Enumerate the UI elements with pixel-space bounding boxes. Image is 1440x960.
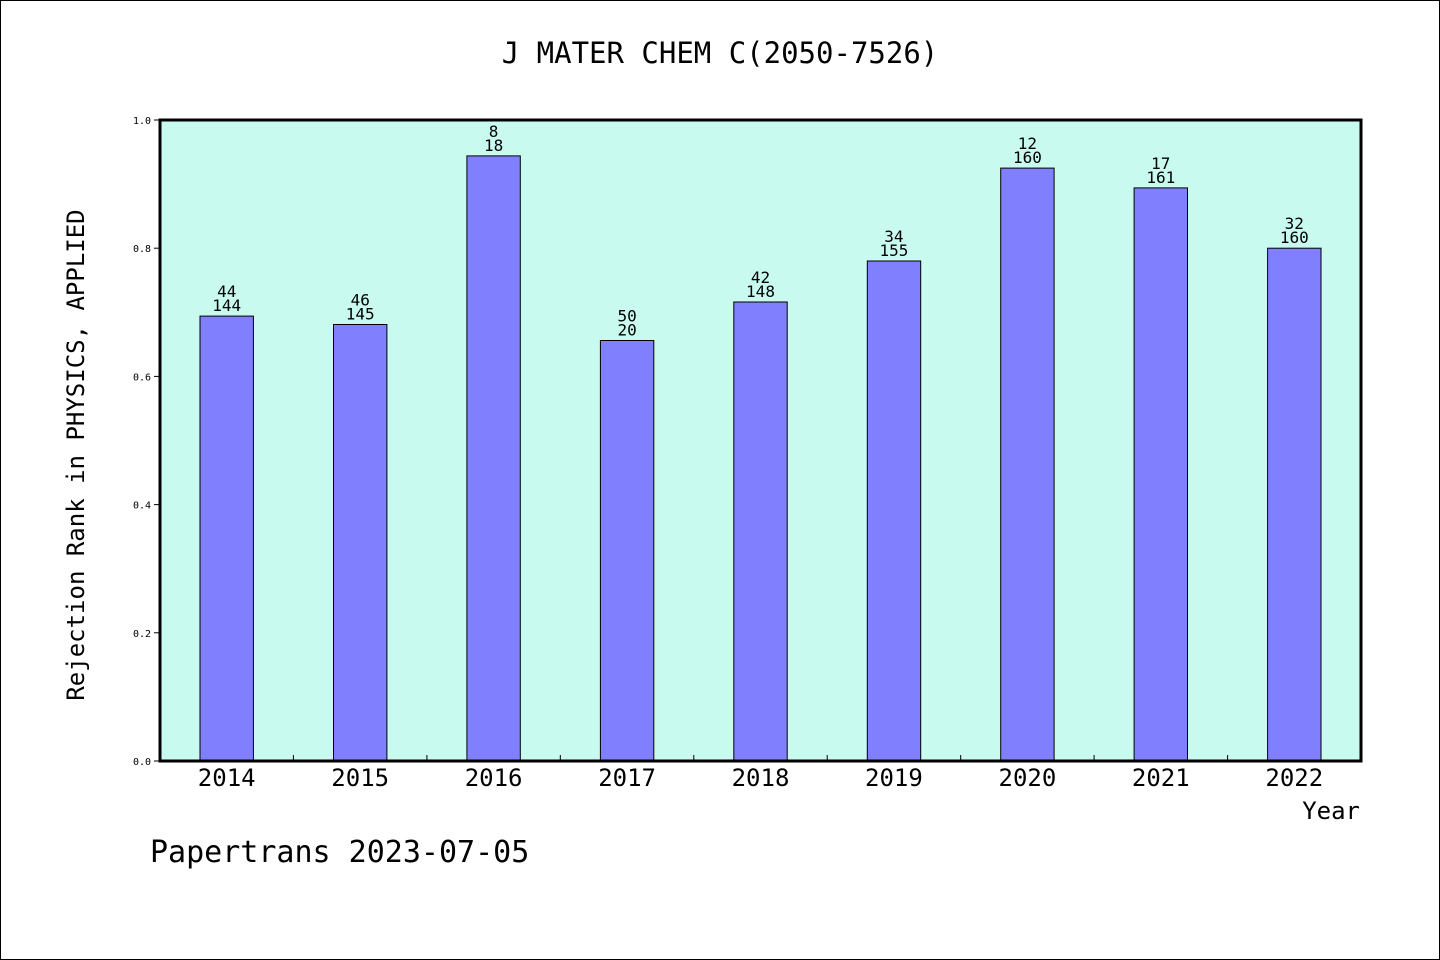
bar-rank-label: 32 <box>1285 214 1304 233</box>
bar-2020 <box>1000 167 1055 762</box>
bar-total-label: 18 <box>484 136 503 155</box>
bar-2014 <box>199 315 254 762</box>
bar-total-label: 155 <box>879 241 908 260</box>
x-axis-label: Year <box>1302 797 1360 825</box>
x-tick-label: 2017 <box>598 764 656 792</box>
bar-rank-label: 50 <box>617 307 636 326</box>
y-tick-label: 0.6 <box>133 372 151 383</box>
bar-2016 <box>466 155 521 762</box>
bar-rank-label: 44 <box>217 282 236 301</box>
bar-total-label: 20 <box>617 321 636 340</box>
labels-layer: 4414420144614520158182016502020174214820… <box>133 116 1323 792</box>
x-tick-label: 2022 <box>1265 764 1323 792</box>
x-tick-label: 2019 <box>865 764 923 792</box>
x-tick-label: 2018 <box>732 764 790 792</box>
bar-total-label: 160 <box>1280 228 1309 247</box>
y-tick-label: 0.8 <box>133 244 151 255</box>
bar-total-label: 145 <box>346 305 375 324</box>
y-axis-label: Rejection Rank in PHYSICS, APPLIED <box>62 209 90 701</box>
x-tick-label: 2015 <box>331 764 389 792</box>
x-tick-label: 2014 <box>198 764 256 792</box>
bar-rank-label: 8 <box>489 122 499 141</box>
bar-total-label: 160 <box>1013 148 1042 167</box>
bar-2022 <box>1267 247 1322 762</box>
chart-title: J MATER CHEM C(2050-7526) <box>501 36 939 70</box>
bar-rank-label: 17 <box>1151 154 1170 173</box>
bar-total-label: 161 <box>1146 168 1175 187</box>
bar-total-label: 148 <box>746 282 775 301</box>
x-tick-label: 2021 <box>1132 764 1190 792</box>
y-tick-label: 0.2 <box>133 629 151 640</box>
bar-2018 <box>733 301 788 762</box>
y-tick-label: 1.0 <box>133 116 151 127</box>
bar-rank-label: 34 <box>884 227 903 246</box>
bar-2021 <box>1133 187 1188 762</box>
footer-note: Papertrans 2023-07-05 <box>150 835 530 870</box>
y-tick-label: 0.4 <box>133 501 151 512</box>
bar-2019 <box>866 260 922 762</box>
bar-2017 <box>599 340 655 762</box>
bar-rank-label: 12 <box>1018 134 1037 153</box>
bars-layer <box>199 155 1322 762</box>
plot-border <box>158 118 1363 763</box>
bar-rank-label: 42 <box>751 268 770 287</box>
bar-rank-label: 46 <box>351 291 370 310</box>
bar-total-label: 144 <box>212 296 241 315</box>
bar-2015 <box>333 324 388 762</box>
y-tick-label: 0.0 <box>133 757 151 768</box>
x-tick-label: 2020 <box>999 764 1057 792</box>
x-tick-label: 2016 <box>465 764 523 792</box>
